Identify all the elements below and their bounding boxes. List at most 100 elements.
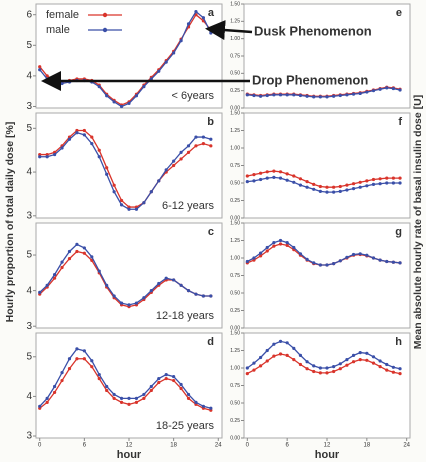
data-point [285, 178, 289, 182]
data-point [179, 382, 183, 387]
data-point [186, 22, 191, 26]
data-point [278, 176, 283, 180]
data-point [45, 155, 49, 159]
panel-label: e [396, 7, 402, 19]
data-point [332, 369, 336, 374]
data-point [265, 249, 269, 253]
age-group: < 6years [172, 90, 215, 102]
data-point [164, 168, 168, 172]
data-point [371, 355, 376, 359]
y-tick-label: 1.00 [230, 255, 240, 261]
data-point [325, 190, 329, 194]
data-point [186, 144, 191, 148]
data-point [332, 365, 336, 369]
y-tick-label: 0.75 [230, 53, 240, 59]
data-point [45, 152, 49, 157]
y-tick-label: 0.25 [230, 418, 240, 424]
data-point [378, 182, 382, 186]
data-point [142, 201, 146, 205]
data-point [285, 353, 289, 357]
data-point [358, 185, 362, 189]
data-point [75, 357, 79, 361]
data-point [67, 256, 72, 261]
data-point [53, 152, 57, 157]
data-point [298, 93, 303, 98]
data-point [318, 371, 322, 375]
data-point [105, 388, 109, 393]
data-point [338, 362, 342, 366]
data-point [278, 93, 283, 97]
series-line [39, 131, 212, 210]
data-point [365, 90, 369, 94]
data-point [385, 181, 389, 185]
y-tick-label: 0.75 [230, 273, 240, 279]
data-point [391, 365, 395, 369]
data-point [312, 364, 316, 368]
panel-label: c [208, 226, 214, 238]
data-point [82, 349, 86, 353]
data-point [142, 392, 146, 397]
data-point [186, 396, 191, 400]
data-point [345, 183, 349, 187]
data-point [90, 359, 94, 363]
data-point [105, 172, 109, 176]
data-point [378, 359, 382, 363]
data-point [45, 396, 49, 400]
data-point [285, 243, 289, 247]
data-point [112, 183, 116, 187]
x-tick-label: 24 [403, 443, 410, 449]
y-tick-label: 0.75 [230, 383, 240, 389]
data-point [252, 256, 256, 260]
data-point [351, 360, 356, 364]
age-group: 6-12 years [162, 200, 214, 212]
data-point [358, 91, 362, 96]
data-point [259, 177, 263, 182]
data-point [332, 185, 336, 189]
data-point [245, 93, 249, 97]
x-tick-label: 24 [215, 443, 222, 449]
y-tick-label: 3 [26, 101, 32, 112]
data-point [358, 358, 362, 362]
data-point [201, 142, 205, 146]
data-point [67, 249, 72, 254]
data-point [105, 166, 109, 170]
data-point [265, 348, 269, 353]
data-point [305, 360, 309, 364]
data-point [345, 255, 349, 259]
data-point [82, 357, 86, 361]
data-point [259, 254, 263, 258]
data-point [298, 177, 303, 181]
data-point [371, 177, 376, 182]
data-point [398, 372, 402, 376]
data-point [285, 241, 289, 245]
data-point [179, 39, 183, 43]
data-point [332, 190, 336, 194]
data-point [60, 371, 64, 375]
plot-frame [243, 112, 411, 219]
data-point [119, 203, 124, 207]
data-point [385, 259, 389, 264]
data-point [351, 182, 356, 186]
data-point [142, 84, 146, 89]
data-point [312, 95, 316, 99]
panel-label: g [395, 226, 402, 238]
data-point [252, 179, 256, 183]
data-point [385, 86, 389, 90]
data-point [97, 376, 101, 381]
data-point [172, 163, 176, 168]
plot-frame [243, 3, 411, 109]
data-point [90, 255, 94, 259]
data-point [292, 174, 296, 178]
data-point [53, 81, 57, 86]
data-point [149, 77, 153, 81]
data-point [172, 374, 176, 379]
legend-marker [102, 27, 108, 33]
plot-frame [243, 332, 411, 439]
data-point [164, 376, 168, 381]
data-point [127, 402, 131, 406]
plot-frame [35, 222, 223, 329]
data-point [312, 187, 316, 191]
y-tick-label: 5 [26, 123, 32, 134]
data-point [398, 367, 402, 371]
data-point [164, 373, 168, 377]
